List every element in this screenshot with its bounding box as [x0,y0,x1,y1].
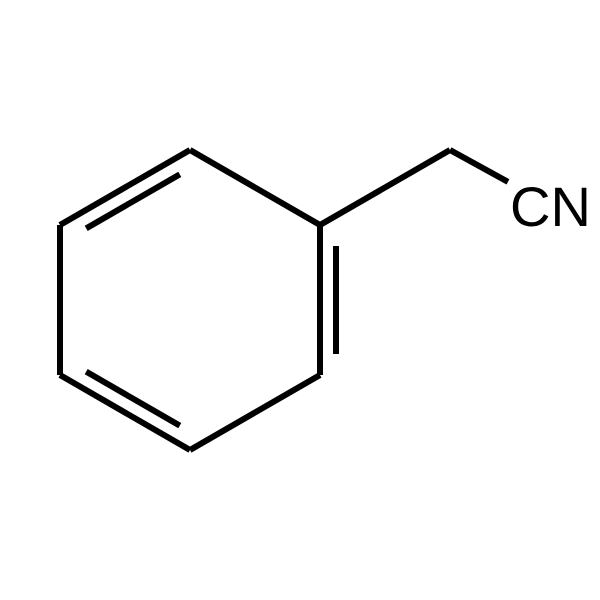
atom-label-cn: CN [510,175,591,238]
molecule-diagram: CN [0,0,600,600]
